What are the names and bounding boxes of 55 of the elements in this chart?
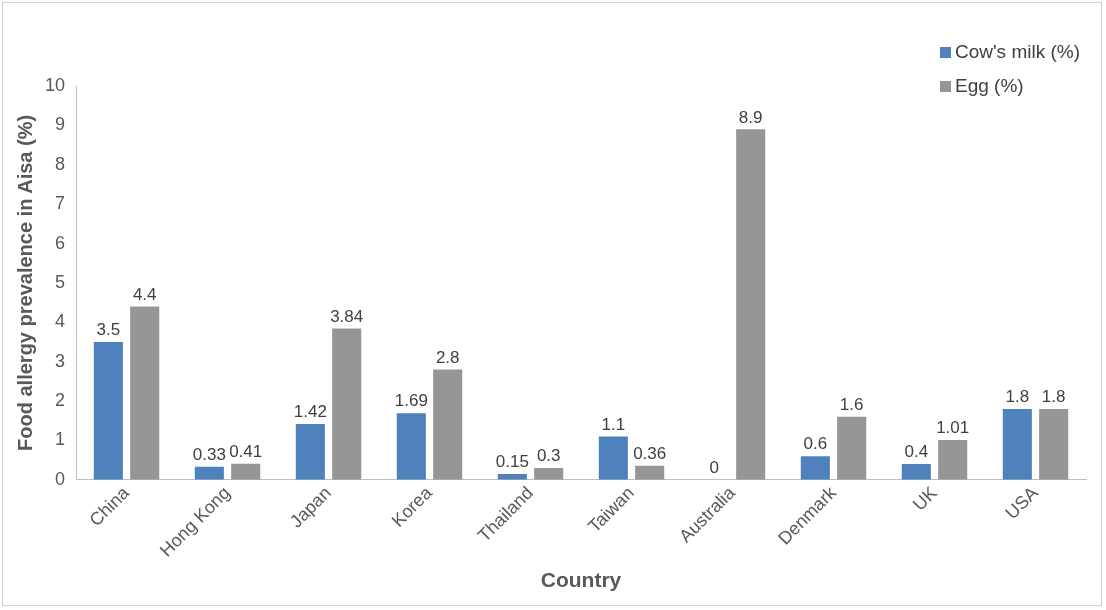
data-label: 1.1 — [601, 414, 626, 434]
bar — [1002, 408, 1032, 480]
data-label: 3.5 — [96, 320, 121, 340]
bar — [433, 369, 463, 480]
y-tick-label: 6 — [55, 232, 66, 253]
bar — [837, 416, 867, 480]
bar — [598, 436, 628, 480]
data-label: 1.8 — [1005, 387, 1030, 407]
data-label: 1.01 — [936, 418, 970, 438]
y-tick-label: 10 — [44, 74, 66, 95]
data-label: 1.6 — [839, 395, 864, 415]
x-tick-label: UK — [909, 482, 941, 515]
bar — [396, 413, 426, 480]
y-axis-title: Food allergy prevalence in Aisa (%) — [13, 114, 36, 451]
bar — [231, 463, 261, 480]
bar — [194, 466, 224, 480]
data-label: 4.4 — [132, 284, 157, 304]
data-label: 0.15 — [495, 452, 529, 472]
bar — [635, 465, 665, 480]
legend-label: Egg (%) — [954, 74, 1024, 98]
x-axis-title: Country — [540, 568, 622, 592]
y-tick-label: 5 — [55, 271, 66, 292]
y-tick-label: 2 — [55, 390, 66, 411]
y-tick-label: 0 — [55, 468, 66, 489]
bar — [130, 306, 160, 480]
data-label: 0 — [709, 458, 720, 478]
y-tick-label: 4 — [55, 311, 66, 332]
legend-label: Cow's milk (%) — [954, 40, 1080, 64]
bar — [295, 423, 325, 480]
y-tick-label: 7 — [55, 193, 66, 214]
y-tick-label: 9 — [55, 114, 66, 135]
y-tick-label: 8 — [55, 153, 66, 174]
data-label: 2.8 — [435, 347, 460, 367]
data-label: 0.41 — [229, 441, 263, 461]
data-label: 0.33 — [192, 445, 226, 465]
data-label: 0.4 — [904, 442, 929, 462]
y-tick-label: 3 — [55, 350, 66, 371]
data-label: 3.84 — [330, 306, 364, 326]
data-label: 1.8 — [1041, 387, 1066, 407]
bar — [93, 341, 123, 480]
bar — [901, 464, 931, 480]
bar — [938, 440, 968, 480]
data-label: 1.69 — [394, 391, 428, 411]
data-label: 0.36 — [633, 443, 667, 463]
bar — [736, 129, 766, 480]
bar — [332, 328, 362, 480]
data-label: 0.3 — [536, 446, 561, 466]
bar — [534, 468, 564, 480]
y-tick-label: 1 — [55, 429, 66, 450]
data-label: 1.42 — [293, 402, 327, 422]
data-label: 0.6 — [803, 434, 828, 454]
bar — [800, 456, 830, 480]
x-tick-label: USA — [1001, 482, 1042, 523]
bar — [1039, 408, 1069, 480]
data-label: 8.9 — [738, 107, 763, 127]
